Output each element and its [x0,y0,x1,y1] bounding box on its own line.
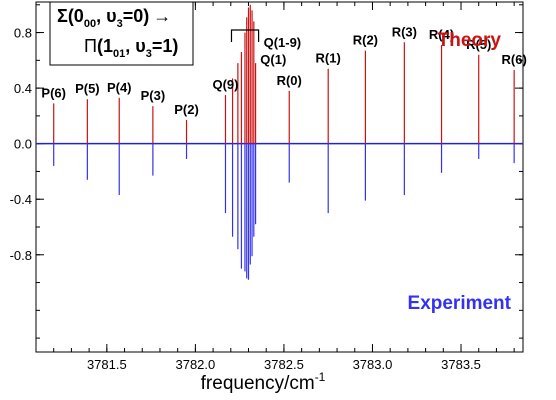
legend-experiment: Experiment [408,293,512,314]
x-tick-label: 3783.0 [353,357,393,372]
y-tick-label: 0.4 [14,81,32,96]
x-tick-label: 3782.0 [175,357,215,372]
sticks-layer [53,4,515,280]
x-tick-label: 3783.5 [441,357,481,372]
transition-line-2: Π(101, υ3=1) [84,36,178,60]
y-tick-label: 0.0 [14,137,32,152]
y-tick-label: -0.8 [10,248,32,263]
transition-line-1: Σ(000, υ3=0) → [57,6,171,30]
peak-label: P(2) [174,102,199,117]
peak-label: P(4) [107,80,132,95]
transition-box [49,1,194,66]
peak-label: R(0) [277,73,302,88]
y-tick-label: 0.8 [14,26,32,41]
peak-label: R(6) [502,52,527,67]
peak-label: R(5) [466,37,491,52]
y-tick-label: -0.4 [10,192,32,207]
peak-label: R(3) [392,24,417,39]
x-tick-label: 3782.5 [264,357,304,372]
peak-label: R(1) [316,51,341,66]
legend-theory: Theory [438,30,502,51]
x-tick-label: 3781.5 [87,357,127,372]
peak-labels-layer: P(6) P(5) P(4) P(3) P(2) Q(9) Q(1) R(0) R(1) R(2)… [41,24,526,117]
q-branch-bracket: Q(1-9) [230,29,302,50]
peak-label: P(6) [41,85,66,100]
peak-label: P(3) [141,88,166,103]
peak-label: P(5) [75,81,100,96]
peak-label: R(2) [353,33,378,48]
peak-label: Q(9) [212,77,238,92]
bracket-label: Q(1-9) [264,35,302,50]
x-axis-title: frequency/cm-1 [201,370,326,394]
peak-label: R(4) [429,27,454,42]
peak-label: Q(1) [260,52,286,67]
bracket-line [230,29,260,42]
plot-frame [35,1,524,353]
